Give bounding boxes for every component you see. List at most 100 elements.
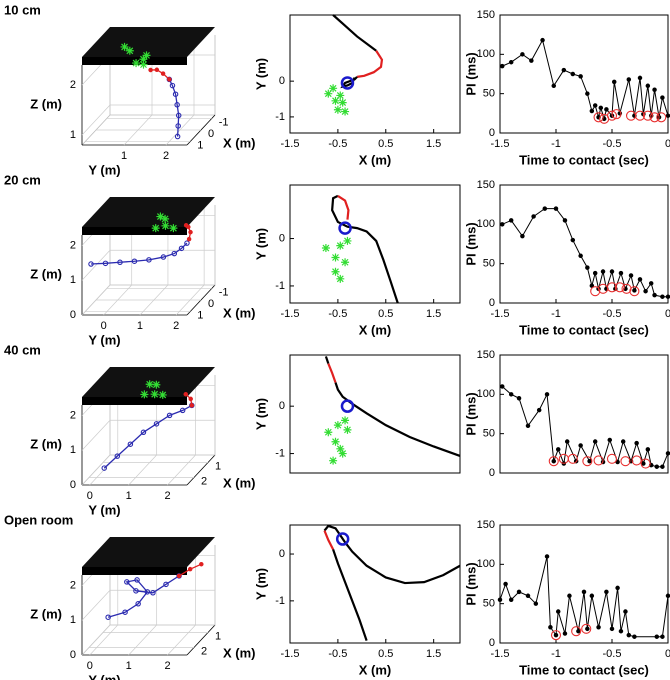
trajectory-line: [323, 530, 335, 550]
open-marker: [127, 441, 134, 447]
dot-marker: [641, 461, 646, 466]
x-tick-label: -1: [551, 648, 561, 660]
trajectory-line: [107, 575, 180, 618]
circle-marker: [590, 286, 601, 297]
ceiling-top: [82, 537, 215, 567]
circle-marker: [642, 110, 653, 121]
dot-marker: [570, 237, 576, 243]
y-axis-label: Y (m): [253, 568, 268, 600]
star-marker: [341, 258, 350, 267]
dot-marker: [188, 396, 193, 402]
x-tick-label: -0.5: [603, 308, 622, 320]
z-axis-label: Z (m): [30, 266, 62, 281]
plot-frame: [289, 14, 461, 134]
dot-marker: [508, 597, 514, 602]
trajectory-line: [150, 69, 170, 80]
y-tick-label: 1: [126, 660, 132, 672]
dot-marker: [587, 458, 592, 464]
star-marker: [329, 456, 338, 465]
y-tick-label: -1: [275, 447, 285, 459]
dot-marker: [654, 464, 660, 469]
star-marker: [321, 244, 330, 253]
x-tick-label: -0.5: [603, 138, 622, 150]
x-tick-label: 0: [665, 648, 670, 660]
y-tick-label: 150: [477, 179, 495, 191]
circle-marker: [581, 623, 592, 634]
open-marker: [101, 465, 107, 471]
trajectory-line: [340, 76, 358, 89]
dot-marker: [540, 37, 545, 43]
star-marker: [152, 380, 161, 389]
y-axis-label: PI (ms): [463, 392, 478, 435]
plot-frame: [499, 354, 669, 474]
z-tick-label: 2: [70, 239, 76, 251]
open-marker: [122, 609, 128, 615]
open-marker: [153, 421, 160, 427]
open-marker: [114, 453, 121, 459]
circle-marker: [614, 282, 625, 293]
ceiling-top: [82, 27, 215, 57]
star-marker: [333, 105, 342, 114]
dot-marker: [551, 458, 557, 464]
dot-marker: [578, 443, 583, 448]
dot-marker: [525, 423, 531, 429]
dot-marker: [592, 439, 598, 444]
grid-line: [81, 419, 215, 451]
x-axis-label: Time to contact (sec): [519, 662, 649, 677]
star-marker: [324, 428, 333, 437]
dot-marker: [531, 214, 536, 219]
star-marker: [145, 380, 154, 389]
dot-marker: [654, 634, 660, 639]
y-tick-label: 0: [101, 320, 107, 332]
x-tick-label: -1.5: [491, 308, 510, 320]
row-label: 20 cm: [4, 172, 41, 187]
x-tick-label: 1: [215, 630, 221, 642]
circle-marker: [593, 112, 604, 123]
x-tick-label: -0.5: [603, 648, 622, 660]
ring-marker: [335, 532, 350, 546]
y-tick-label: 0: [279, 232, 285, 244]
x-tick-label: -0.5: [328, 648, 347, 660]
open-marker: [160, 254, 167, 260]
y-axis-label: PI (ms): [463, 562, 478, 605]
box-edge: [186, 454, 216, 486]
plot-frame: [499, 524, 669, 644]
dot-marker: [623, 609, 628, 614]
plot-frame: [499, 184, 669, 304]
y-tick-label: 0: [87, 490, 93, 502]
dot-marker: [652, 87, 657, 92]
circle-marker: [640, 458, 651, 469]
trajectory-line: [168, 79, 180, 137]
circle-marker: [649, 112, 660, 123]
dot-marker: [660, 634, 665, 639]
star-marker: [336, 444, 345, 453]
y-tick-label: 0: [279, 75, 285, 87]
dot-marker: [516, 589, 522, 595]
star-marker: [336, 91, 345, 100]
x-tick-label: -1: [551, 138, 561, 150]
circle-marker: [621, 283, 632, 294]
star-marker: [341, 416, 350, 425]
x-tick-label: 0.5: [378, 648, 393, 660]
circle-marker: [571, 626, 582, 637]
x-tick-label: -1: [219, 116, 229, 128]
dot-marker: [634, 440, 639, 446]
circle-marker: [550, 630, 562, 641]
ceiling-side: [82, 227, 187, 235]
x-tick-label: 1: [197, 139, 203, 151]
z-axis-label: Z (m): [30, 96, 62, 111]
star-marker: [139, 60, 148, 69]
open-marker: [175, 112, 182, 119]
circle-marker: [620, 456, 631, 467]
x-tick-label: -1.5: [281, 138, 300, 150]
dot-marker: [652, 292, 657, 298]
dot-marker: [632, 288, 637, 293]
x-tick-label: -1: [551, 308, 561, 320]
dot-marker: [508, 59, 514, 65]
x-tick-label: 1.5: [426, 308, 441, 320]
x-tick-label: 1.5: [426, 648, 441, 660]
dot-marker: [592, 270, 598, 276]
x-tick-label: 0.5: [378, 138, 393, 150]
z-tick-label: 1: [70, 129, 76, 141]
